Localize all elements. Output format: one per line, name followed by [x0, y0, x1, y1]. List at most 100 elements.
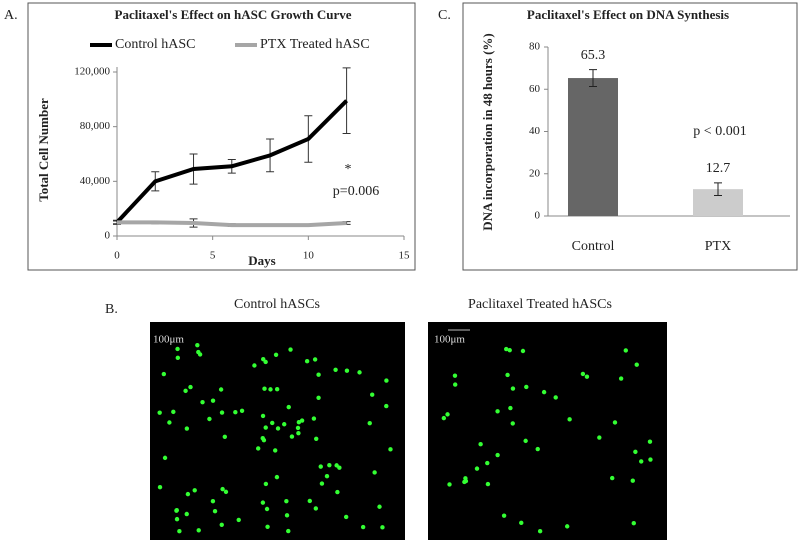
x-tick-label: PTX [705, 239, 731, 254]
cell [370, 392, 375, 397]
cell [453, 382, 458, 387]
cell [270, 420, 275, 426]
cell [195, 342, 200, 348]
cell [157, 410, 162, 415]
cell [647, 439, 653, 444]
panel-a-frame [27, 2, 416, 271]
cell [631, 521, 636, 526]
y-tick-label: 80 [529, 41, 541, 53]
x-tick-label: 10 [303, 250, 315, 262]
cell [282, 422, 287, 427]
cell [504, 346, 509, 352]
y-tick-label: 60 [529, 83, 541, 95]
chart-title: Paclitaxel's Effect on DNA Synthesis [527, 7, 729, 22]
panel-label: A. [4, 8, 18, 23]
cell [312, 357, 318, 362]
cell [196, 528, 201, 533]
cell [307, 498, 313, 504]
series-line [115, 99, 349, 224]
cell [648, 457, 653, 462]
cell [357, 370, 362, 375]
cell [284, 513, 290, 518]
x-tick-label: 15 [399, 250, 411, 262]
cell [580, 371, 586, 377]
cell [380, 525, 385, 530]
cell [367, 420, 372, 426]
cell [505, 372, 510, 378]
error-bar [714, 182, 722, 197]
scale-label: 100μm [153, 334, 184, 346]
cell [541, 389, 547, 395]
legend-label: PTX Treated hASC [260, 37, 370, 52]
cell [262, 386, 267, 391]
cell [207, 416, 212, 422]
annotation: * [345, 162, 352, 177]
cell [445, 412, 450, 417]
cell [327, 462, 332, 468]
cell [222, 434, 228, 440]
legend-label: Control hASC [115, 37, 196, 52]
cell [263, 425, 268, 430]
cell [260, 436, 265, 441]
cell [507, 347, 512, 353]
cell [264, 506, 270, 512]
cell [567, 417, 572, 422]
series-line [117, 220, 347, 228]
cell [360, 524, 366, 530]
cell [535, 446, 540, 452]
cell [174, 508, 179, 513]
cell [223, 489, 229, 495]
value-label: 65.3 [581, 48, 606, 63]
cell [388, 447, 393, 452]
cell [274, 474, 280, 480]
cell [157, 484, 163, 490]
cell [188, 384, 193, 390]
cell [474, 466, 480, 471]
cell [553, 395, 558, 400]
cell [239, 408, 245, 414]
cell [537, 529, 543, 534]
cell [284, 498, 289, 504]
cell [524, 384, 529, 390]
cell [333, 367, 338, 372]
cell [273, 448, 278, 453]
cell [184, 511, 189, 517]
cell [523, 438, 528, 444]
cell [324, 473, 330, 479]
cell [495, 409, 500, 414]
panel-label: B. [105, 302, 118, 317]
cell [508, 405, 513, 411]
cell [275, 426, 281, 431]
cell [463, 476, 468, 481]
cell [318, 464, 323, 469]
y-tick-label: 80,000 [80, 120, 111, 132]
cell [200, 399, 205, 405]
cell [218, 387, 224, 392]
cell [183, 388, 188, 394]
cell [584, 374, 590, 379]
cell [192, 488, 197, 493]
cell [304, 359, 310, 364]
y-tick-label: 0 [105, 230, 111, 242]
cell [519, 520, 524, 526]
y-tick-label: 0 [535, 210, 541, 222]
y-tick-label: 20 [529, 167, 541, 179]
cell [633, 449, 638, 455]
cell [447, 482, 452, 487]
x-axis-label: Days [248, 253, 275, 268]
cell [288, 347, 293, 352]
cell [260, 500, 266, 505]
cell [252, 363, 257, 368]
cell [630, 478, 635, 483]
cell [295, 425, 301, 431]
y-tick-label: 120,000 [74, 66, 110, 78]
cell [196, 349, 201, 355]
cell [495, 452, 500, 458]
x-tick-label: 0 [114, 250, 120, 262]
error-bar [589, 69, 597, 88]
cell [261, 356, 266, 362]
cell [296, 420, 302, 425]
cell [634, 362, 639, 367]
cell [167, 420, 172, 425]
